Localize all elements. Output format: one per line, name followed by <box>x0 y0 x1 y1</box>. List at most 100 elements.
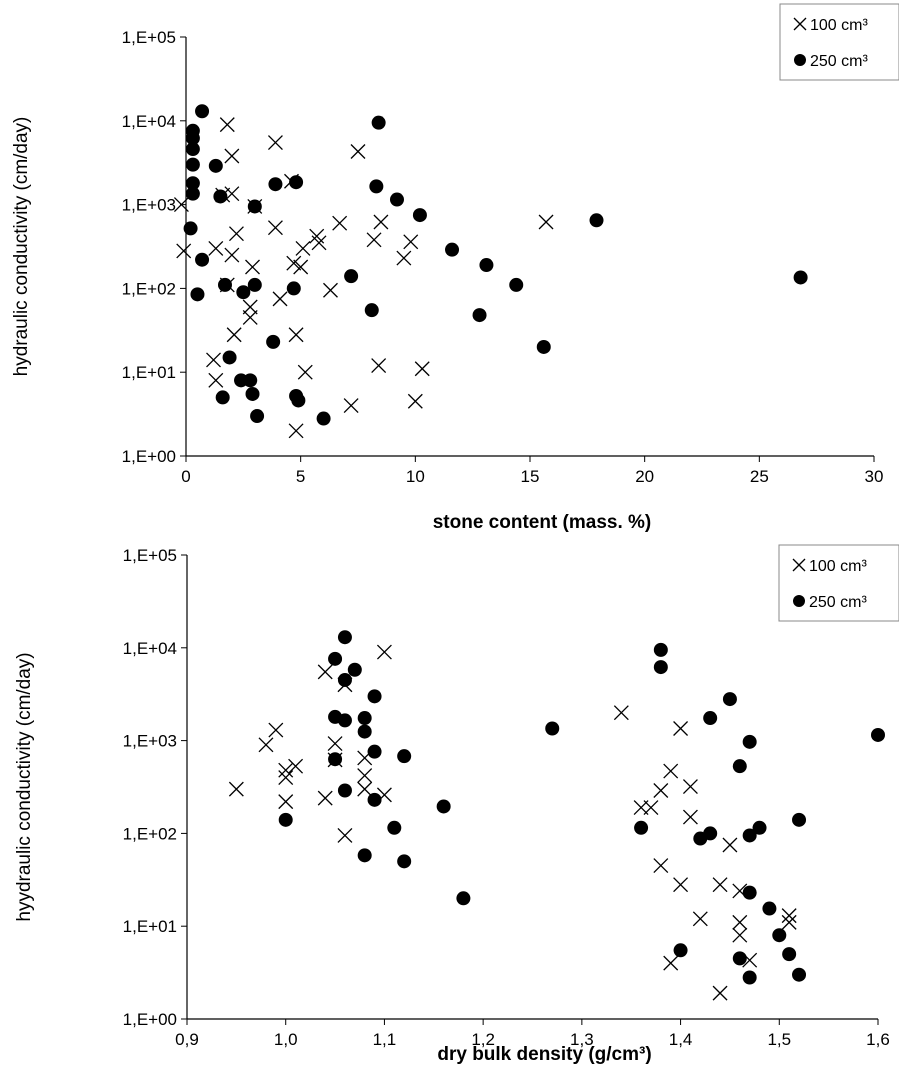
data-point-x <box>376 644 392 660</box>
legend: 100 cm³ 250 cm³ <box>779 3 899 81</box>
data-point-x <box>267 135 283 151</box>
data-point-x <box>288 423 304 439</box>
data-point-dot <box>337 783 352 798</box>
data-point-x <box>228 226 244 242</box>
y-tick-label: 1,E+04 <box>122 112 176 131</box>
data-point-dot <box>250 409 265 424</box>
data-point-dot <box>328 752 343 767</box>
y-tick-label: 1,E+03 <box>123 732 177 751</box>
data-point-x <box>653 858 669 874</box>
data-point-dot <box>479 258 494 273</box>
data-point-dot <box>545 721 560 736</box>
data-point-dot <box>268 177 283 192</box>
data-point-dot <box>185 131 200 146</box>
data-point-x <box>267 220 283 236</box>
data-point-dot <box>772 928 787 943</box>
data-point-x <box>208 372 224 388</box>
x-tick-label: 25 <box>750 467 769 486</box>
data-point-dot <box>762 901 777 916</box>
x-tick-label: 20 <box>635 467 654 486</box>
data-point-dot <box>236 285 251 300</box>
x-tick-label: 1,0 <box>274 1030 298 1049</box>
data-point-x <box>643 800 659 815</box>
data-point-dot <box>247 277 262 292</box>
data-point-x <box>781 914 797 930</box>
data-point-x <box>327 736 343 751</box>
data-point-x <box>781 908 797 924</box>
legend-marker-x <box>792 558 806 572</box>
data-point-dot <box>183 221 198 236</box>
data-point-x <box>258 737 274 753</box>
data-point-x <box>206 352 221 368</box>
data-point-x <box>673 877 689 893</box>
data-point-dot <box>190 287 205 302</box>
data-point-dot <box>344 269 359 284</box>
data-point-dot <box>243 373 258 388</box>
data-point-x <box>712 877 728 893</box>
data-point-dot <box>217 277 232 292</box>
data-point-x <box>278 794 294 810</box>
y-tick-label: 1,E+00 <box>122 447 176 466</box>
data-point-x <box>245 259 260 275</box>
data-point-dot <box>703 711 718 726</box>
data-point-dot <box>536 339 551 354</box>
data-point-x <box>673 721 689 736</box>
data-point-x <box>226 327 242 343</box>
data-point-x <box>317 664 333 680</box>
data-point-x <box>732 927 748 943</box>
data-point-x <box>242 299 258 315</box>
data-point-dot <box>195 252 210 267</box>
data-point-dot <box>364 303 379 318</box>
data-point-x <box>278 762 294 778</box>
y-axis-label: hydraulic conductivity (cm/day) <box>11 117 32 377</box>
legend-label: 100 cm³ <box>809 558 867 575</box>
data-point-dot <box>732 951 747 966</box>
data-point-x <box>366 232 382 248</box>
data-point-dot <box>509 277 524 292</box>
chart-panel-2: 1,E+00 1,E+01 1,E+02 1,E+03 1,E+04 1,E+05 0,9 1… <box>14 544 899 1065</box>
data-point-dot <box>347 662 362 677</box>
x-tick-label: 15 <box>521 467 540 486</box>
data-point-x <box>371 358 387 374</box>
y-tick-label: 1,E+05 <box>123 546 177 565</box>
data-point-dot <box>337 672 352 687</box>
data-point-dot <box>369 179 384 194</box>
data-point-dot <box>634 820 649 835</box>
y-axis-label: hyydraulic conductivity (cm/day) <box>14 652 35 921</box>
y-tick-label: 1,E+04 <box>123 639 177 658</box>
data-point-dot <box>367 689 382 704</box>
data-point-dot <box>387 820 402 835</box>
data-point-x <box>224 186 240 202</box>
legend-box <box>778 544 899 622</box>
data-point-dot <box>389 192 404 207</box>
data-point-x <box>403 234 419 250</box>
x-tick-label: 0 <box>181 467 190 486</box>
data-point-dot <box>337 630 352 645</box>
data-point-dot <box>367 792 382 807</box>
data-point-dot <box>286 281 301 296</box>
x-tick-label: 10 <box>406 467 425 486</box>
data-point-dot <box>732 759 747 774</box>
data-point-x <box>286 255 302 271</box>
data-point-x <box>396 250 412 266</box>
x-tick-label: 1,4 <box>669 1030 693 1049</box>
data-point-x <box>407 393 423 409</box>
data-point-dot <box>742 828 757 843</box>
data-point-x <box>224 247 240 263</box>
data-point-x <box>613 705 629 721</box>
data-point-dot <box>456 891 471 906</box>
data-point-dot <box>436 799 451 814</box>
x-tick-label: 1,2 <box>471 1030 495 1049</box>
y-tick-label: 1,E+00 <box>123 1010 177 1029</box>
x-tick-label: 5 <box>296 467 305 486</box>
data-point-dot <box>397 749 412 764</box>
y-tick-label: 1,E+01 <box>122 363 176 382</box>
data-point-dot <box>792 967 807 982</box>
data-point-x <box>692 911 708 927</box>
y-tick-label: 1,E+01 <box>123 917 177 936</box>
data-point-dot <box>371 115 386 130</box>
data-point-dot <box>185 186 200 201</box>
data-point-dot <box>357 711 372 726</box>
data-point-x <box>176 243 192 259</box>
